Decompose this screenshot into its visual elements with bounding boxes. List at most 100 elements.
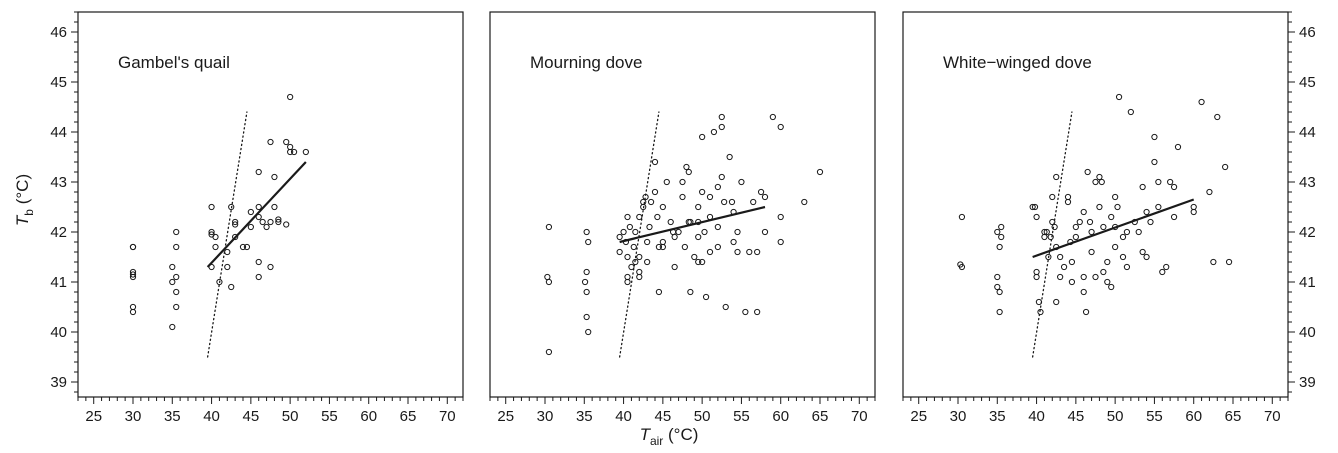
x-tick-label: 65: [812, 408, 829, 425]
data-point: [267, 218, 274, 226]
data-point: [239, 243, 247, 251]
data-point: [671, 233, 678, 241]
x-tick-label: 50: [1107, 408, 1124, 425]
y-tick-label: 39: [50, 374, 67, 391]
data-point: [679, 178, 686, 186]
panels-layer: 25 30 35 40 45 50 55 60 65 70 39 40 41 42 43 44 45 46 Gamb…: [50, 11, 1316, 425]
data-point: [1147, 218, 1154, 226]
data-point: [655, 243, 663, 251]
data-point: [699, 258, 706, 266]
data-point: [706, 193, 714, 201]
x-tick-label: 50: [694, 408, 711, 425]
data-point: [169, 323, 176, 331]
data-point: [651, 158, 659, 166]
data-point: [212, 233, 219, 241]
data-point: [290, 148, 298, 156]
data-point: [710, 128, 718, 136]
data-point: [173, 273, 180, 281]
x-tick-label: 50: [282, 408, 299, 425]
data-point: [1119, 253, 1127, 261]
panel-1: 25 30 35 40 45 50 55 60 65 70 39 40 41 42 43 44 45 46 Gamb…: [50, 11, 464, 425]
data-point: [695, 233, 702, 241]
data-point: [1143, 208, 1150, 216]
data-point: [1033, 273, 1040, 281]
data-point: [754, 308, 761, 316]
data-point: [583, 268, 590, 276]
data-point: [208, 228, 215, 236]
data-point: [816, 168, 824, 176]
data-point: [1100, 268, 1107, 276]
panel-2: 25 30 35 40 45 50 55 60 65 70 Mourning dove: [489, 11, 876, 425]
data-point: [545, 278, 553, 286]
data-point: [208, 203, 215, 211]
data-point: [687, 288, 694, 296]
data-point: [1082, 308, 1090, 316]
regression-line: [206, 161, 307, 268]
data-point: [718, 123, 725, 131]
data-point: [581, 278, 589, 286]
data-point: [659, 203, 666, 211]
data-point: [757, 188, 765, 196]
x-axis-label-sub: air: [650, 434, 663, 448]
data-point: [583, 228, 590, 236]
data-point: [683, 163, 690, 171]
panel-title: Gambel's quail: [118, 53, 230, 72]
x-axis-label: Tair (°C): [640, 425, 699, 448]
data-point: [734, 248, 741, 256]
data-point: [545, 223, 553, 231]
data-point: [1108, 213, 1115, 221]
x-tick-label: 55: [1146, 408, 1163, 425]
data-point: [801, 198, 808, 206]
y-tick-label: 44: [50, 124, 67, 141]
y-tick-label: 43: [50, 174, 67, 191]
x-tick-label: 65: [400, 408, 417, 425]
data-point: [750, 198, 757, 206]
data-point: [636, 253, 643, 261]
data-point: [1155, 178, 1162, 186]
data-point: [129, 303, 137, 311]
data-point: [691, 253, 698, 261]
data-point: [958, 213, 966, 221]
reference-line: [618, 111, 660, 358]
y-tick-label: 42: [1299, 224, 1316, 241]
data-point: [1174, 143, 1182, 151]
data-point: [671, 263, 678, 271]
data-point: [1222, 163, 1229, 171]
data-point: [212, 243, 219, 251]
data-point: [616, 233, 623, 241]
x-tick-label: 70: [1264, 408, 1281, 425]
data-point: [624, 213, 631, 221]
data-point: [636, 213, 643, 221]
x-tick-label: 70: [851, 408, 868, 425]
x-tick-label: 45: [1068, 408, 1085, 425]
data-point: [169, 278, 176, 286]
data-point: [255, 203, 262, 211]
data-point: [1045, 253, 1052, 261]
data-point: [1159, 268, 1166, 276]
data-point: [232, 218, 239, 226]
data-point: [777, 213, 784, 221]
data-point: [169, 263, 176, 271]
data-point: [1031, 203, 1039, 211]
data-point: [632, 258, 639, 266]
data-point: [1033, 268, 1040, 276]
x-tick-label: 30: [950, 408, 967, 425]
data-point: [129, 308, 137, 316]
data-point: [255, 168, 262, 176]
data-point: [1190, 208, 1197, 216]
data-point: [659, 238, 666, 246]
data-point: [583, 313, 590, 321]
panel-3: 25 30 35 40 45 50 55 60 65 70 39 40 41 42 43 44 45 46 Whit…: [902, 11, 1316, 425]
data-point: [1139, 248, 1146, 256]
data-point: [1068, 278, 1076, 286]
data-point: [1098, 178, 1105, 186]
data-point: [583, 288, 590, 296]
data-point: [545, 348, 553, 356]
data-point: [644, 258, 651, 266]
data-point: [1037, 308, 1044, 316]
data-point: [255, 213, 262, 221]
data-point: [994, 228, 1001, 236]
data-point: [1092, 273, 1099, 281]
data-point: [728, 198, 736, 206]
